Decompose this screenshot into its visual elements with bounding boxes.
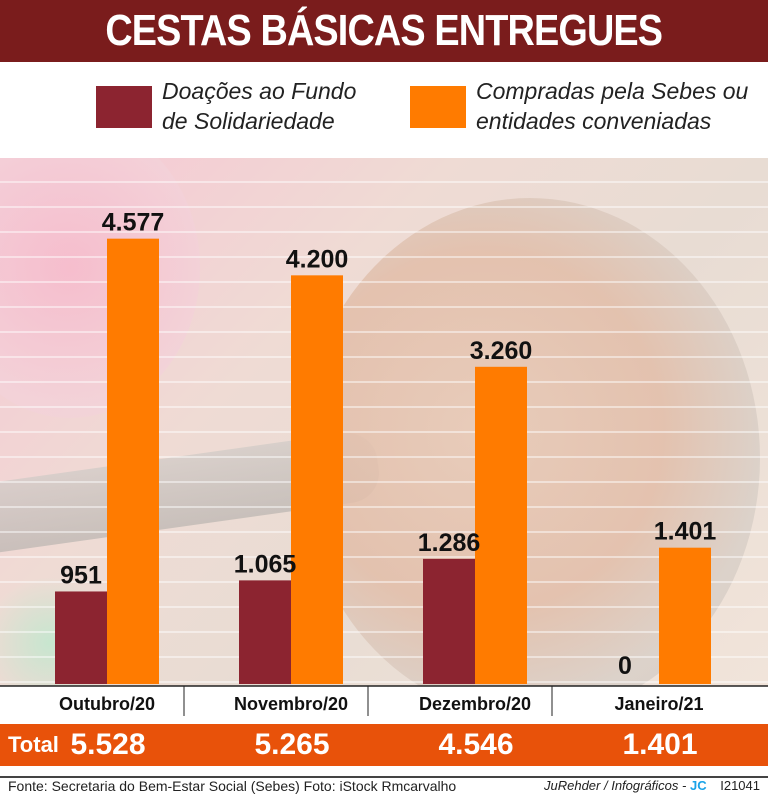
total-bar: [0, 724, 768, 766]
source-note: Fonte: Secretaria do Bem-Estar Social (S…: [8, 778, 457, 794]
total-value-outubro: 5.528: [70, 728, 146, 761]
bar-purchased-1: [291, 275, 343, 684]
legend-donations-line1: Doações ao Fundo: [162, 78, 357, 104]
brand-logo: JC: [689, 778, 707, 793]
infographic-code: I21041: [720, 778, 760, 793]
value-label-donations-0: 951: [60, 561, 102, 589]
legend-purchased-line2: entidades conveniadas: [476, 108, 712, 134]
x-tick-label-1: Novembro/20: [234, 694, 348, 714]
legend-swatch-purchased: [410, 86, 466, 128]
value-label-purchased-0: 4.577: [102, 209, 165, 237]
total-value-janeiro: 1.401: [622, 728, 698, 761]
legend-donations-line2: de Solidariedade: [162, 108, 335, 134]
bar-purchased-2: [475, 366, 527, 684]
value-label-purchased-2: 3.260: [470, 337, 533, 365]
bar-purchased-0: [107, 238, 159, 684]
value-label-purchased-1: 4.200: [286, 245, 349, 273]
footer-rule: [0, 776, 768, 802]
title-bar: CESTAS BÁSICAS ENTREGUES: [0, 0, 768, 62]
x-tick-label-3: Janeiro/21: [614, 694, 703, 714]
value-label-donations-1: 1.065: [234, 550, 297, 578]
bar-donations-1: [239, 580, 291, 684]
value-label-donations-3: 0: [618, 652, 632, 680]
credit: JuRehder / Infográficos - JC I21041: [544, 778, 760, 793]
bar-donations-2: [423, 558, 475, 684]
bar-purchased-3: [659, 547, 711, 684]
bar-donations-0: [55, 591, 107, 684]
total-value-dezembro: 4.546: [438, 728, 514, 761]
x-tick-label-2: Dezembro/20: [419, 694, 531, 714]
legend-purchased-line1: Compradas pela Sebes ou: [476, 78, 749, 104]
total-label: Total: [8, 732, 59, 757]
credit-author: JuRehder / Infográficos -: [544, 778, 687, 793]
value-labels: 951 4.577 1.065 4.200 1.286 3.260 0 1.401: [60, 209, 716, 680]
value-label-purchased-3: 1.401: [654, 518, 717, 546]
x-axis: Outubro/20 Novembro/20 Dezembro/20 Janeiro/…: [0, 685, 768, 716]
total-value-novembro: 5.265: [254, 728, 330, 761]
bar-chart: 951 4.577 1.065 4.200 1.286 3.260 0 1.401 Outub…: [0, 208, 768, 716]
legend: Doações ao Fundo de Solidariedade Compra…: [0, 74, 768, 154]
legend-swatch-donations: [96, 86, 152, 128]
legend-label-donations: Doações ao Fundo de Solidariedade: [162, 76, 356, 136]
value-label-donations-2: 1.286: [418, 529, 481, 557]
chart-title: CESTAS BÁSICAS ENTREGUES: [105, 6, 664, 55]
x-tick-label-0: Outubro/20: [59, 694, 155, 714]
bars: [55, 238, 711, 684]
legend-label-purchased: Compradas pela Sebes ou entidades conven…: [476, 76, 748, 136]
